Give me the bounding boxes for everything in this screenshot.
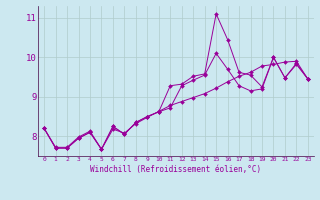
X-axis label: Windchill (Refroidissement éolien,°C): Windchill (Refroidissement éolien,°C) — [91, 165, 261, 174]
